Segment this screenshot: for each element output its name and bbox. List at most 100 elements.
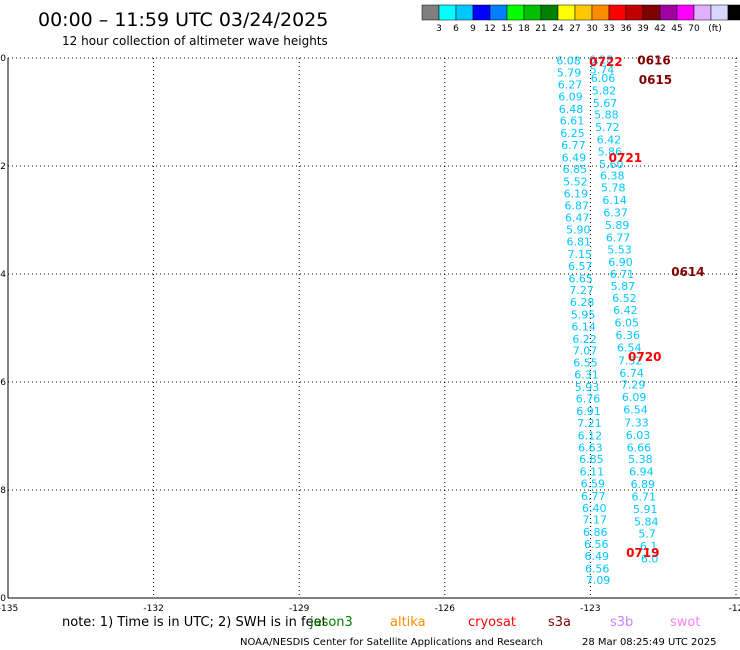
wave-height-value: 6.31 [574, 368, 599, 381]
wave-height-value: 5.53 [607, 244, 632, 257]
colorbar-tick-label: 15 [501, 24, 512, 34]
wave-height-value: 5.67 [593, 97, 618, 110]
wave-height-value: 6.48 [559, 103, 584, 116]
wave-height-value: 6.71 [610, 268, 635, 281]
pass-time-label: 0719 [626, 546, 659, 560]
satellite-legend-item: cryosat [468, 615, 516, 630]
plot-area [7, 58, 740, 599]
wave-height-value: 6.94 [629, 466, 654, 479]
wave-height-value: 6.76 [576, 393, 601, 406]
wave-height-value: 6.54 [617, 341, 642, 354]
wave-height-value: 6.38 [600, 170, 625, 183]
wave-height-value: 6.77 [581, 490, 606, 503]
wave-height-value: 5.38 [628, 453, 653, 466]
colorbar-tick-label: 39 [637, 24, 649, 34]
satellite-legend-item: altika [390, 615, 426, 630]
wave-height-value: 6.14 [602, 194, 627, 207]
longitude-tick-label: -135 [0, 604, 18, 614]
satellite-legend-item: jason3 [309, 615, 353, 630]
wave-height-value: 6.65 [568, 272, 593, 285]
pass-time-label: 0616 [637, 54, 670, 68]
wave-height-value: 6.90 [608, 256, 633, 269]
generated-timestamp: 28 Mar 08:25:49 UTC 2025 [582, 637, 717, 648]
wave-height-value: 6.52 [612, 292, 637, 305]
wave-height-value: 5.93 [575, 381, 600, 394]
colorbar-swatch [659, 4, 678, 21]
wave-height-value: 6.87 [565, 199, 590, 212]
wave-height-value: 6.05 [615, 317, 640, 330]
colorbar-tick-label: 18 [518, 24, 530, 34]
wave-height-value: 6.49 [562, 151, 587, 164]
wave-height-value: 6.85 [563, 163, 588, 176]
colorbar-swatch [421, 4, 440, 21]
colorbar-swatch [574, 4, 593, 21]
wave-height-value: 7.52 [618, 354, 643, 367]
footer-note: note: 1) Time is in UTC; 2) SWH is in fe… [62, 615, 327, 630]
wave-height-value: 6.47 [565, 211, 590, 224]
wave-height-value: 6.28 [589, 54, 614, 67]
wave-height-value: 6.86 [583, 526, 608, 539]
wave-height-value: 6.49 [584, 550, 609, 563]
satellite-legend-item: swot [670, 615, 700, 630]
wave-height-value: 6.57 [568, 260, 593, 273]
wave-height-value: 6.71 [632, 490, 657, 503]
wave-height-value: 6.25 [560, 127, 585, 140]
colorbar-tick-label: 21 [535, 24, 546, 34]
colorbar-tick-label: 30 [586, 24, 598, 34]
wave-height-value: 5.60 [599, 158, 624, 171]
wave-height-value: 6.56 [585, 562, 610, 575]
colorbar-swatch [472, 4, 491, 21]
wave-height-value: 6.91 [576, 405, 601, 418]
colorbar-tick-label: 9 [470, 24, 476, 34]
wave-height-value: 5.72 [595, 121, 620, 134]
wave-height-value: 5.89 [605, 219, 630, 232]
wave-height-value: 5.90 [566, 224, 591, 237]
colorbar-swatch [625, 4, 644, 21]
colorbar-swatch [540, 4, 559, 21]
satellite-legend-item: s3a [548, 615, 571, 630]
wave-height-value: 6.55 [573, 357, 598, 370]
wave-height-value: 7.07 [573, 345, 598, 358]
colorbar-swatch [710, 4, 729, 21]
wave-height-value: 6.0 [641, 553, 659, 566]
colorbar-swatch [727, 4, 740, 21]
satellite-legend-item: s3b [610, 615, 633, 630]
axis-ticks: -10 -12 -14 -16 -18 -20-135 -132 -129 -126 -123 -1… [0, 54, 740, 614]
wave-height-value: 5.91 [633, 503, 658, 516]
wave-height-value: 7.15 [567, 248, 592, 261]
colorbar-tick-label: 27 [569, 24, 580, 34]
wave-height-value: 6.59 [581, 478, 606, 491]
wave-height-value: 5.74 [590, 63, 615, 76]
wave-height-value: 5.79 [557, 67, 582, 80]
pass-time-label: 0721 [609, 151, 642, 165]
wave-height-value: 5.78 [601, 182, 626, 195]
wave-height-value: 5.88 [594, 109, 619, 122]
wave-height-value: 6.63 [578, 441, 603, 454]
latitude-tick-label: -18 [0, 486, 6, 496]
colorbar-swatch [455, 4, 474, 21]
wave-height-value: 6.08 [556, 55, 581, 68]
colorbar-swatch [642, 4, 661, 21]
colorbar-tick-label: 42 [654, 24, 665, 34]
wave-height-value: 6.19 [564, 188, 589, 201]
wave-height-value: 5.87 [611, 280, 636, 293]
wave-height-value: 7.21 [577, 417, 602, 430]
wave-height-value: 6.28 [570, 296, 595, 309]
longitude-tick-label: -12 [729, 604, 740, 614]
wave-height-value: 6.81 [567, 236, 592, 249]
wave-height-value: 5.52 [563, 176, 588, 189]
wave-height-value: 7.17 [583, 514, 608, 527]
wave-height-value: 6.03 [626, 429, 651, 442]
colorbar-swatch [523, 4, 542, 21]
wave-height-value: 6.09 [622, 391, 647, 404]
colorbar-swatch [591, 4, 610, 21]
wave-height-value: 6.12 [578, 429, 603, 442]
satellite-legend: jason3 altika cryosat s3a s3b swot [309, 615, 700, 630]
wave-height-value: 6.74 [619, 367, 644, 380]
colorbar-swatch [608, 4, 627, 21]
colorbar-tick-label: 70 [688, 24, 700, 34]
wave-height-value: 5.82 [592, 84, 617, 97]
latitude-tick-label: -14 [0, 270, 6, 280]
wave-height-value: 6.85 [579, 453, 604, 466]
